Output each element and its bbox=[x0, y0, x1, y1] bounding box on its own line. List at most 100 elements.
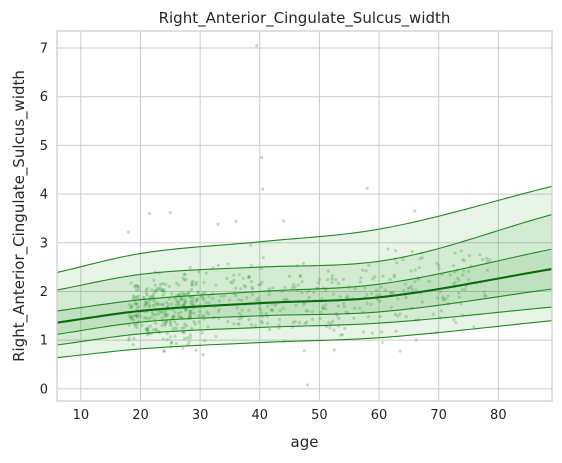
data-point bbox=[155, 286, 160, 291]
data-point bbox=[165, 337, 170, 342]
data-point bbox=[240, 308, 244, 312]
data-point bbox=[448, 273, 452, 277]
data-point bbox=[203, 291, 207, 295]
data-point bbox=[391, 291, 395, 295]
data-point bbox=[202, 297, 206, 301]
data-point bbox=[466, 269, 471, 273]
data-point bbox=[193, 322, 197, 326]
data-point bbox=[127, 303, 131, 307]
data-point bbox=[438, 290, 442, 294]
data-point bbox=[168, 210, 172, 215]
data-point bbox=[183, 302, 187, 306]
data-point bbox=[324, 303, 328, 307]
data-point bbox=[343, 326, 347, 331]
data-point bbox=[189, 300, 193, 304]
data-point bbox=[481, 257, 485, 262]
data-point bbox=[232, 322, 236, 326]
data-point bbox=[197, 270, 201, 274]
data-point bbox=[132, 336, 136, 340]
data-point bbox=[370, 331, 375, 335]
data-point bbox=[166, 302, 170, 307]
data-point bbox=[344, 295, 349, 300]
data-point bbox=[365, 186, 369, 190]
data-point bbox=[222, 294, 226, 298]
data-point bbox=[273, 303, 277, 308]
data-point bbox=[160, 323, 164, 328]
data-point bbox=[393, 249, 398, 253]
data-point bbox=[175, 299, 179, 304]
data-point bbox=[398, 349, 402, 353]
data-point bbox=[177, 292, 181, 296]
data-point bbox=[188, 314, 192, 319]
data-point bbox=[283, 285, 287, 289]
data-point bbox=[189, 326, 194, 331]
centile-curve bbox=[56, 288, 553, 335]
data-point bbox=[383, 288, 388, 292]
data-point bbox=[135, 322, 139, 326]
data-point bbox=[144, 302, 148, 307]
data-point bbox=[225, 276, 229, 280]
data-point bbox=[207, 301, 211, 305]
data-point bbox=[147, 300, 151, 305]
data-point bbox=[235, 306, 239, 310]
data-point bbox=[162, 290, 167, 294]
data-point bbox=[318, 316, 322, 321]
data-point bbox=[462, 259, 466, 263]
data-point bbox=[435, 261, 439, 265]
data-point bbox=[152, 278, 156, 282]
data-point bbox=[245, 296, 249, 300]
data-point bbox=[287, 274, 292, 278]
data-point bbox=[310, 317, 315, 321]
data-point bbox=[169, 341, 173, 345]
data-point bbox=[188, 311, 192, 315]
data-point bbox=[167, 297, 171, 301]
data-point bbox=[194, 299, 198, 303]
data-point bbox=[140, 323, 144, 328]
data-point bbox=[410, 287, 414, 292]
data-point bbox=[196, 290, 200, 294]
data-point bbox=[260, 280, 264, 284]
data-point bbox=[206, 312, 211, 316]
data-point bbox=[216, 263, 220, 267]
data-point bbox=[130, 316, 135, 320]
x-tick-label: 50 bbox=[311, 408, 328, 423]
data-point bbox=[201, 296, 205, 300]
data-point bbox=[144, 288, 148, 292]
data-point bbox=[398, 312, 402, 316]
centile-curve bbox=[56, 320, 553, 359]
data-point bbox=[182, 330, 187, 334]
data-point bbox=[180, 291, 184, 295]
data-point bbox=[291, 321, 295, 325]
data-point bbox=[136, 285, 140, 289]
data-point bbox=[182, 325, 186, 329]
data-point bbox=[328, 326, 332, 330]
data-point bbox=[331, 319, 335, 323]
data-point bbox=[461, 273, 465, 277]
data-point bbox=[282, 297, 286, 302]
data-point bbox=[160, 303, 164, 307]
data-point bbox=[180, 298, 184, 302]
data-point bbox=[247, 275, 251, 279]
data-point bbox=[485, 259, 490, 263]
data-point bbox=[329, 322, 333, 326]
data-point bbox=[453, 280, 457, 285]
data-point bbox=[165, 313, 170, 317]
data-point bbox=[180, 303, 185, 307]
data-point bbox=[216, 222, 220, 226]
data-point bbox=[214, 334, 218, 339]
data-point bbox=[304, 309, 308, 313]
data-point bbox=[364, 269, 368, 273]
data-point bbox=[302, 348, 307, 353]
data-point bbox=[278, 308, 282, 313]
data-point bbox=[175, 323, 179, 327]
data-point bbox=[179, 296, 184, 300]
centile-band bbox=[57, 214, 552, 346]
data-point bbox=[482, 290, 486, 294]
data-point bbox=[161, 303, 165, 307]
median-curve bbox=[56, 268, 553, 324]
data-point bbox=[154, 313, 158, 317]
data-point bbox=[133, 295, 137, 299]
data-point bbox=[202, 314, 206, 318]
data-point bbox=[459, 249, 463, 253]
